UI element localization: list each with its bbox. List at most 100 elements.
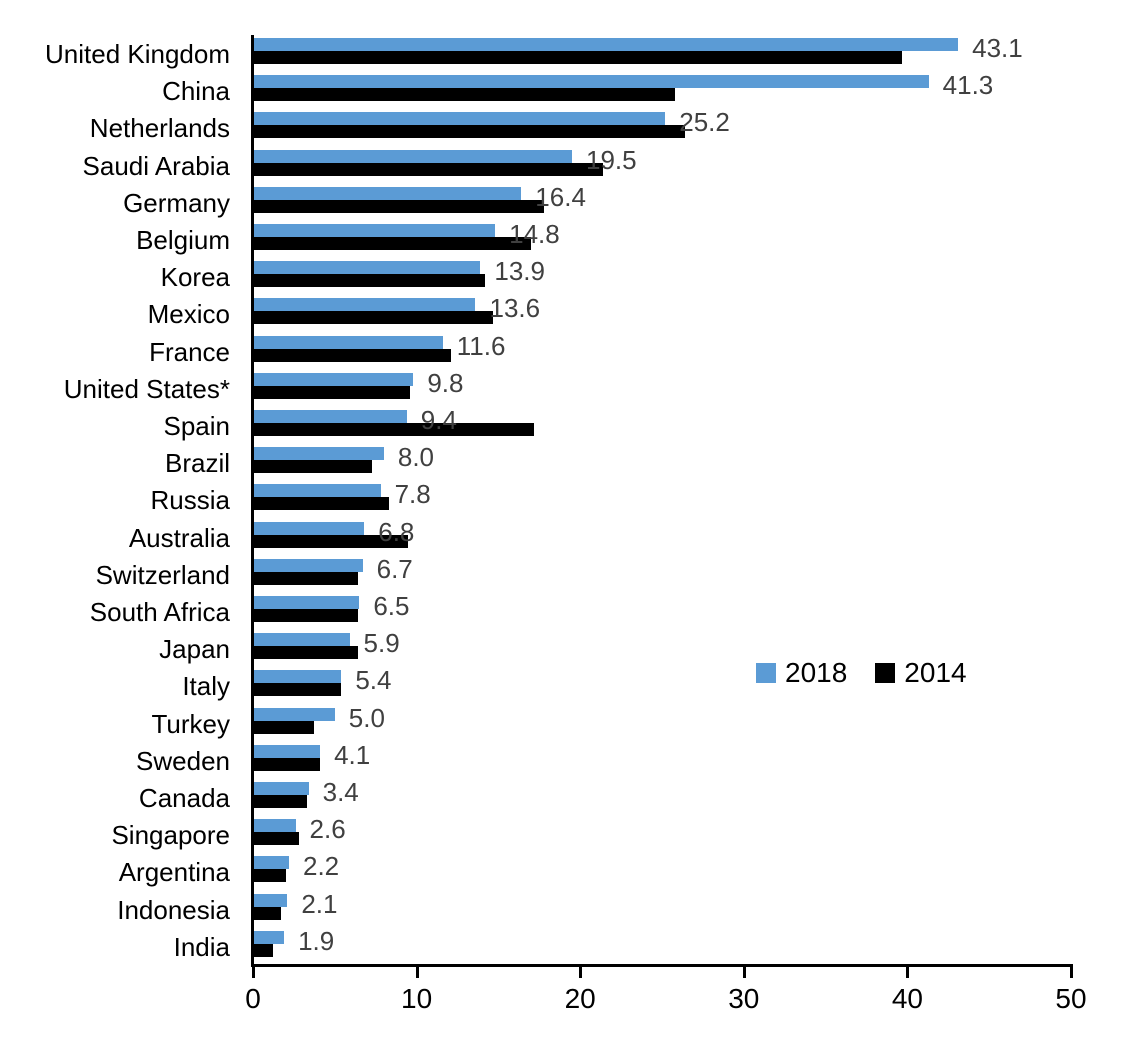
bar-2014: [253, 534, 409, 548]
category-label: Turkey: [151, 708, 231, 739]
bar-2014: [253, 460, 373, 474]
bar-2018: [253, 38, 959, 51]
bar-2018: [253, 186, 522, 200]
bar-2014: [253, 720, 314, 734]
bar-2014: [253, 906, 281, 920]
legend-label-2014: 2014: [904, 657, 967, 688]
category-label: Belgium: [136, 225, 230, 255]
bar-2018: [253, 372, 414, 386]
bar-2018: [253, 558, 363, 572]
category-label: South Africa: [89, 597, 230, 627]
value-label: 4.1: [334, 739, 371, 770]
category-label: Switzerland: [95, 559, 230, 590]
bar-2018: [253, 856, 289, 870]
bar-2014: [253, 199, 545, 213]
bar-2018: [253, 224, 496, 237]
value-label: 9.4: [420, 405, 457, 435]
category-label: China: [162, 76, 230, 107]
legend-swatch-2014: [875, 663, 896, 683]
bar-2018: [253, 596, 360, 609]
bar-2018: [253, 670, 342, 684]
x-axis-tick: [1070, 967, 1073, 978]
bar-2014: [253, 497, 389, 511]
bar-2014: [253, 237, 532, 250]
category-label: Japan: [159, 634, 230, 665]
x-axis-tick: [252, 967, 255, 978]
value-label: 11.6: [456, 330, 506, 361]
category-label: Korea: [160, 262, 230, 293]
value-label: 8.0: [397, 442, 435, 473]
bar-2014: [253, 832, 299, 846]
bar-2018: [253, 149, 573, 163]
bar-2014: [253, 943, 273, 957]
bar-2018: [253, 112, 666, 126]
value-label: 6.8: [378, 516, 415, 547]
category-label: India: [173, 931, 230, 962]
value-label: 2.2: [302, 851, 340, 882]
bar-2018: [253, 484, 381, 498]
category-label: United Kingdom: [45, 39, 230, 69]
category-label: Argentina: [118, 857, 230, 888]
value-label: 19.5: [586, 144, 637, 175]
bar-2014: [253, 609, 358, 622]
value-label: 5.9: [363, 628, 400, 659]
value-label: 6.5: [373, 591, 410, 621]
bar-2014: [253, 571, 358, 585]
x-axis-tick: [415, 967, 419, 978]
value-label: 14.8: [509, 219, 560, 249]
category-label: France: [149, 336, 230, 367]
y-axis-line: [251, 35, 254, 967]
category-label: Netherlands: [89, 113, 230, 144]
category-label: Indonesia: [117, 894, 230, 925]
value-label: 6.7: [376, 553, 413, 584]
value-label: 1.9: [298, 925, 335, 956]
legend-item-2014: 2014: [875, 657, 967, 688]
bar-2014: [253, 795, 307, 808]
value-label: 16.4: [535, 181, 586, 212]
x-axis-tick-label: 30: [728, 983, 760, 1014]
x-axis-tick-label: 10: [401, 983, 433, 1014]
bar-2018: [253, 447, 384, 461]
legend-item-2018: 2018: [756, 659, 847, 687]
legend: 2018 2014: [756, 659, 995, 687]
bar-2014: [253, 646, 358, 660]
value-label: 2.6: [309, 814, 346, 845]
value-label: 7.8: [394, 479, 431, 510]
category-label: Australia: [128, 522, 230, 553]
category-label: Singapore: [111, 820, 230, 851]
bar-2018: [253, 707, 335, 721]
category-label: Italy: [182, 671, 230, 702]
bar-2014: [253, 423, 535, 436]
bar-2014: [253, 348, 451, 362]
bar-2018: [253, 521, 365, 535]
x-axis-tick: [906, 967, 910, 978]
value-label: 2.1: [301, 888, 338, 919]
bar-2018: [253, 930, 285, 944]
bar-2014: [253, 162, 604, 176]
bar-2018: [253, 75, 929, 89]
bar-2014: [253, 757, 321, 771]
bar-2018: [253, 782, 309, 795]
legend-label-2018: 2018: [785, 657, 848, 688]
category-label: United States*: [63, 373, 230, 404]
value-label: 25.2: [679, 107, 730, 138]
bar-2014: [253, 311, 494, 325]
category-label: Spain: [163, 411, 231, 441]
bar-2018: [253, 410, 407, 423]
value-label: 5.4: [355, 665, 392, 696]
x-axis-line: [251, 964, 1073, 967]
bar-2014: [253, 869, 286, 883]
bar-2014: [253, 274, 486, 288]
value-label: 3.4: [322, 777, 359, 807]
category-label: Sweden: [136, 745, 230, 776]
bar-2018: [253, 893, 288, 907]
bar-2018: [253, 819, 296, 833]
bar-2018: [253, 298, 476, 312]
category-label: Russia: [150, 485, 230, 516]
value-label: 41.3: [942, 70, 994, 101]
bar-2018: [253, 335, 443, 349]
category-label: Germany: [123, 187, 230, 218]
category-label: Saudi Arabia: [82, 150, 230, 181]
